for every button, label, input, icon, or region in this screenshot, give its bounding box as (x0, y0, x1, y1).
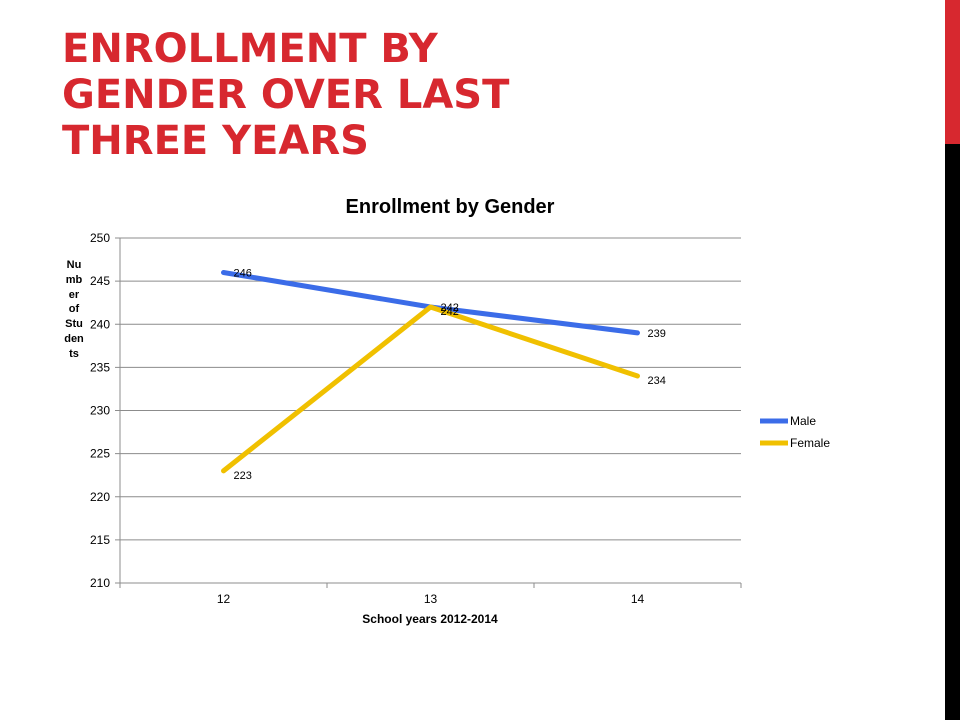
accent-bar-black (945, 144, 960, 720)
slide-title-line: ENROLLMENT BY (62, 26, 438, 72)
y-tick-label: 215 (90, 533, 110, 547)
data-label: 246 (234, 268, 252, 280)
y-tick-label: 235 (90, 360, 110, 374)
y-tick-label: 245 (90, 274, 110, 288)
y-tick-label: 220 (90, 490, 110, 504)
y-tick-label: 250 (90, 231, 110, 245)
legend-label: Male (790, 414, 816, 428)
data-label: 239 (648, 328, 666, 340)
x-tick-label: 12 (217, 592, 231, 606)
y-tick-label: 230 (90, 404, 110, 418)
y-tick-label: 240 (90, 317, 110, 331)
series-line-female (221, 304, 640, 474)
x-axis-label: School years 2012-2014 (362, 612, 498, 626)
slide-title-line: THREE YEARS (62, 118, 369, 164)
x-tick-label: 13 (424, 592, 438, 606)
slide-title-line: GENDER OVER LAST (62, 72, 510, 118)
slide-title: ENROLLMENT BY GENDER OVER LAST THREE YEA… (62, 26, 702, 164)
data-label: 242 (441, 306, 459, 318)
data-label: 242 (441, 302, 459, 314)
data-label: 223 (234, 470, 252, 482)
chart-title: Enrollment by Gender (345, 196, 555, 218)
x-tick-label: 14 (631, 592, 645, 606)
y-axis-label: Number of Students (64, 259, 84, 360)
y-tick-label: 210 (90, 576, 110, 590)
accent-bar-red (945, 0, 960, 144)
legend-label: Female (790, 436, 830, 450)
data-label: 234 (648, 375, 666, 387)
y-tick-label: 225 (90, 447, 110, 461)
